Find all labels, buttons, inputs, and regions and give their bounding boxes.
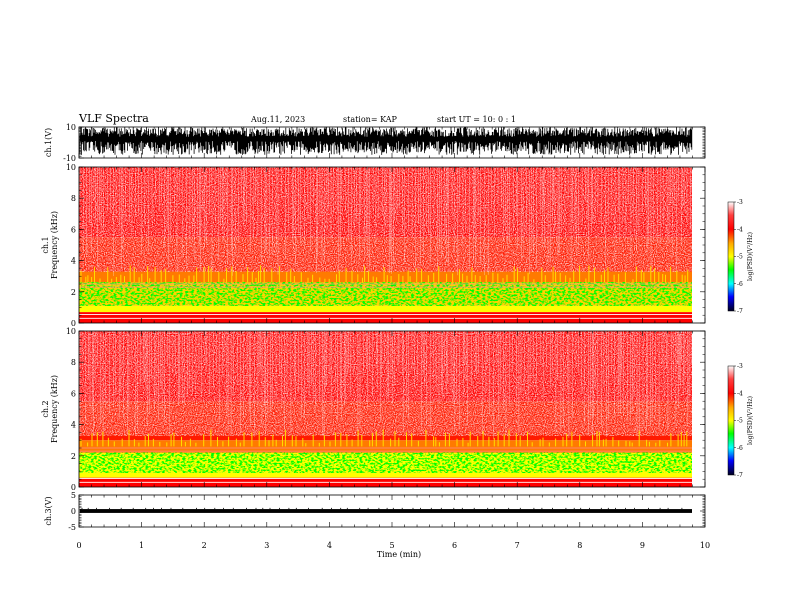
ch1-colorbar-tick-label: -4 — [737, 226, 743, 233]
time-tick-label: 8 — [577, 541, 582, 550]
time-tick-label: 10 — [700, 541, 710, 550]
date-label: Aug.11, 2023 — [250, 115, 305, 124]
time-tick-label: 0 — [76, 541, 81, 550]
ch1-colorbar-tick-label: -5 — [737, 254, 743, 261]
ch2-spec-speckle — [79, 331, 692, 436]
ch1-spec-blank — [692, 167, 705, 323]
start-time-label: start UT = 10: 0 : 1 — [437, 115, 516, 124]
ch1-spec-ylabel-channel: ch.1 — [41, 236, 50, 253]
ch2-spec-streaks — [79, 331, 692, 440]
ch1-spec-ylabel-frequency: Frequency (kHz) — [50, 211, 59, 279]
ch1-spec-band — [79, 312, 692, 323]
ch2-colorbar-tick-label: -4 — [737, 390, 743, 397]
ch2-colorbar: -3 -4 -5 -6 -7 log(PSD)(V²/Hz) — [727, 363, 754, 479]
ch1-colorbar-bar — [727, 201, 735, 312]
ch2-spec-blank — [692, 331, 705, 487]
ch1-wave-ytick-label: -10 — [63, 154, 76, 163]
ch2-spec-ylabel-channel: ch.2 — [41, 400, 50, 417]
ch1-spec-streaks — [79, 167, 691, 277]
ch2-spec-ytick-label: 8 — [71, 358, 76, 367]
ch2-spec-ytick-label: 10 — [66, 327, 76, 336]
ch2-spec-spikes — [80, 429, 688, 447]
ch1-spec-band — [79, 271, 692, 283]
ch1-spec-speckle — [79, 167, 692, 272]
ch2-spec-ytick-label: 4 — [71, 421, 76, 430]
ch2-spec-ytick-label: 0 — [71, 483, 76, 492]
ch1-colorbar-label: log(PSD)(V²/Hz) — [747, 232, 754, 281]
ch1-spec-spikes — [80, 265, 689, 283]
time-tick-label: 1 — [139, 541, 144, 550]
ch1-spec-ytick-label: 10 — [66, 163, 76, 172]
ch3-wave-ytick-label: 5 — [71, 491, 76, 500]
ch1-wave-ylabel: ch.1(V) — [44, 128, 53, 157]
ch2-spec-ytick-label: 6 — [71, 389, 76, 398]
ch2-colorbar-tick-label: -3 — [737, 363, 743, 370]
ch1-spec-ytick-label: 6 — [71, 225, 76, 234]
time-tick-label: 9 — [640, 541, 645, 550]
ch2-spectrogram-panel: 0 2 4 6 8 10 ch.2 Frequency (kHz) — [41, 327, 706, 492]
time-tick-label: 2 — [202, 541, 207, 550]
ch3-waveform-panel: 5 0 -5 ch.3(V) — [44, 491, 706, 532]
ch1-colorbar-tick-label: -6 — [737, 281, 743, 288]
station-label: station= KAP — [343, 115, 398, 124]
ch1-spec-ytick-label: 4 — [71, 257, 76, 266]
ch3-wave-ylabel: ch.3(V) — [44, 496, 53, 525]
ch2-spec-ylabel-frequency: Frequency (kHz) — [50, 375, 59, 443]
time-tick-label: 7 — [515, 541, 520, 550]
time-tick-label: 3 — [264, 541, 269, 550]
ch2-colorbar-bar — [727, 365, 735, 476]
ch1-spec-greenspots — [79, 282, 692, 306]
time-tick-label: 4 — [327, 541, 332, 550]
ch1-colorbar-tick-label: -7 — [737, 308, 743, 315]
time-tick-label: 6 — [452, 541, 457, 550]
ch2-colorbar-tick-label: -6 — [737, 445, 743, 452]
ch1-spec-ytick-label: 8 — [71, 194, 76, 203]
ch3-trace — [80, 509, 692, 513]
ch2-spec-greenspots — [79, 452, 692, 473]
ch2-colorbar-tick-label: -5 — [737, 418, 743, 425]
ch1-wave-ytick-label: 10 — [66, 123, 76, 132]
ch2-spec-ytick-label: 2 — [71, 452, 76, 461]
ch2-spec-band — [79, 472, 692, 478]
time-axis-label: Time (min) — [377, 550, 421, 559]
ch1-colorbar-tick-label: -3 — [737, 199, 743, 206]
ch1-spec-ytick-label: 0 — [71, 319, 76, 328]
ch3-wave-ytick-label: 0 — [71, 507, 76, 516]
ch3-wave-ytick-label: -5 — [68, 523, 76, 532]
time-tick-label: 5 — [389, 541, 394, 550]
time-axis: 0 1 2 3 4 5 6 7 8 9 10 — [76, 541, 710, 550]
ch2-colorbar-label: log(PSD)(V²/Hz) — [747, 396, 754, 445]
ch1-spec-ytick-label: 2 — [71, 288, 76, 297]
ch2-colorbar-tick-label: -7 — [737, 472, 743, 479]
ch1-trace — [79, 127, 693, 155]
ch1-waveform-panel: 10 -10 ch.1(V) — [44, 123, 706, 163]
ch2-spec-band — [79, 440, 692, 453]
ch1-spectrogram-panel: 0 2 4 6 8 10 ch.1 Frequency (kHz) — [41, 163, 706, 328]
ch1-spec-band — [79, 305, 692, 313]
figure-title: VLF Spectra — [78, 112, 149, 125]
ch1-colorbar: -3 -4 -5 -6 -7 log(PSD)(V²/Hz) — [727, 199, 754, 315]
ch3-spikes — [81, 507, 683, 510]
